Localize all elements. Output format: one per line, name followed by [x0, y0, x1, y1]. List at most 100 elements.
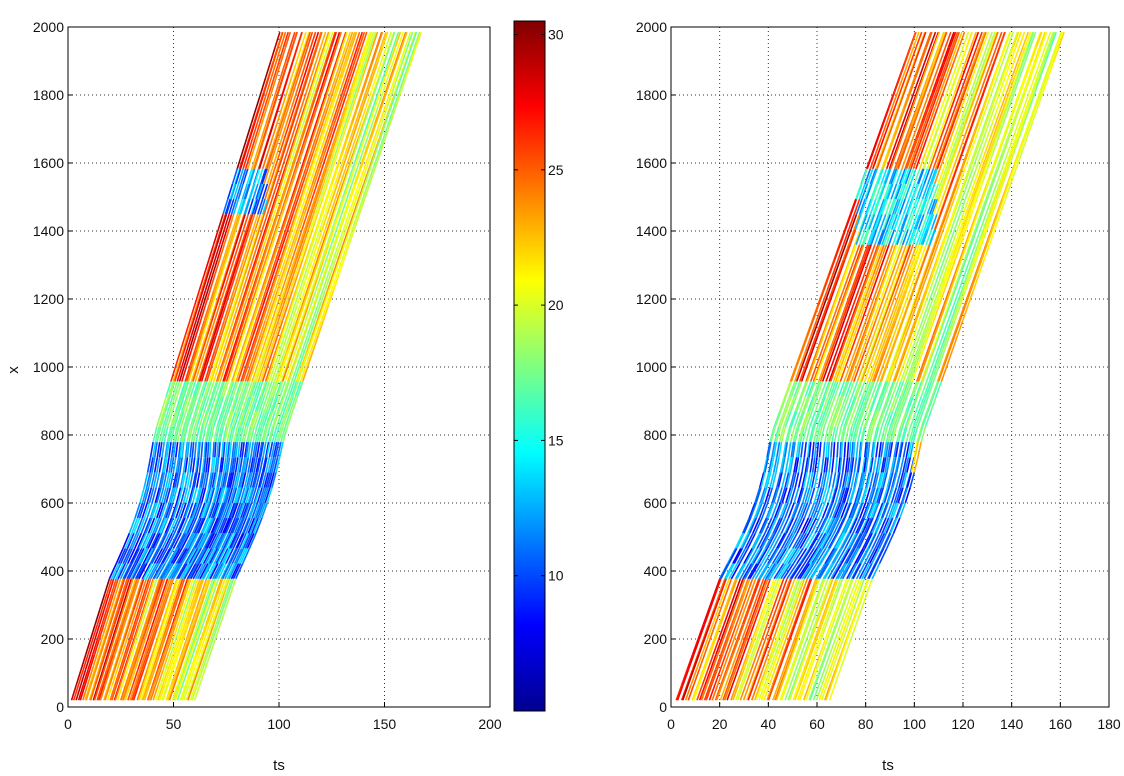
left-trajectory-19-seg-22	[213, 365, 220, 382]
left-trajectory-38-seg-5	[169, 624, 177, 640]
right-trajectory-14-seg-9	[754, 563, 766, 580]
right-trajectory-2-seg-33	[853, 198, 861, 215]
left-trajectory-50-seg-28	[312, 274, 320, 291]
left-trajectory-57-seg-28	[328, 274, 336, 291]
right-trajectory-6-seg-17	[782, 441, 787, 458]
left-trajectory-21-seg-37	[290, 138, 297, 154]
left-trajectory-9-seg-17	[170, 441, 175, 458]
left-trajectory-18-seg-44	[316, 31, 323, 48]
right-trajectory-17-seg-44	[951, 31, 959, 48]
left-trajectory-53-seg-42	[390, 62, 398, 78]
right-trajectory-28-seg-19	[844, 411, 852, 428]
right-trajectory-4-seg-37	[880, 138, 888, 154]
left-trajectory-5-seg-18	[163, 426, 169, 443]
right-trajectory-23-seg-1	[734, 684, 742, 701]
left-trajectory-42-seg-23	[269, 350, 277, 367]
right-trajectory-37-seg-36	[960, 153, 968, 170]
left-trajectory-1-seg-8	[106, 578, 113, 595]
left-trajectory-27-seg-42	[330, 62, 337, 78]
left-trajectory-11	[93, 31, 307, 701]
left-trajectory-12-seg-16	[175, 457, 180, 473]
right-trajectory-22-seg-18	[826, 426, 832, 443]
right-trajectory-26-seg-19	[840, 411, 848, 428]
left-trajectory-41-seg-3	[167, 654, 174, 671]
right-trajectory-8-seg-26	[831, 305, 839, 321]
left-trajectory-32-seg-30	[281, 244, 289, 261]
right-trajectory-11-seg-36	[894, 153, 902, 170]
left-trajectory-59-seg-1	[193, 684, 201, 701]
left-trajectory-53-seg-25	[303, 320, 311, 337]
right-trajectory-27-seg-29	[897, 259, 905, 276]
left-trajectory-27-seg-40	[320, 92, 327, 109]
left-trajectory-28-seg-9	[168, 563, 180, 580]
left-trajectory-23-seg-32	[271, 214, 278, 230]
left-trajectory-1-seg-22	[172, 365, 179, 382]
left-trajectory-45-seg-6	[190, 608, 198, 625]
left-trajectory-49-seg-36	[351, 153, 359, 170]
left-trajectory-40-seg-13	[224, 502, 232, 519]
left-trajectory-28-seg-41	[326, 77, 334, 94]
left-trajectory-30-seg-36	[306, 153, 314, 170]
right-trajectory-29-seg-27	[890, 289, 898, 306]
right-trajectory-14-seg-27	[852, 289, 860, 306]
left-trajectory-33-seg-42	[343, 62, 351, 78]
left-trajectory-10-seg-30	[230, 244, 237, 261]
right-trajectory-23-seg-3	[745, 654, 753, 671]
left-trajectory-59-seg-3	[204, 654, 211, 671]
right-trajectory-21-seg-11	[792, 532, 802, 549]
right-trajectory-5-seg-8	[725, 578, 733, 595]
left-trajectory-22-seg-37	[292, 138, 300, 154]
right-trajectory-15-seg-10	[767, 547, 778, 564]
left-trajectory-7-seg-8	[119, 578, 126, 595]
left-trajectory-12-seg-36	[264, 153, 272, 169]
right-trajectory-20-seg-43	[952, 47, 960, 63]
left-trajectory-57-seg-16	[271, 457, 277, 473]
right-trajectory-38-seg-11	[834, 532, 845, 549]
left-trajectory-51-seg-29	[320, 259, 328, 276]
right-trajectory-13-seg-17	[800, 441, 804, 458]
left-trajectory-5-seg-4	[96, 639, 103, 655]
right-trajectory-38-seg-24	[897, 335, 905, 352]
right-trajectory-36-seg-29	[918, 259, 926, 276]
left-trajectory-5-seg-8	[115, 578, 122, 595]
right-trajectory-1-seg-21	[785, 381, 793, 397]
left-x-axis-label: ts	[273, 757, 285, 774]
left-trajectory-34-seg-36	[316, 153, 324, 170]
right-trajectory-34-seg-6	[790, 608, 798, 625]
right-trajectory-36-seg-39	[972, 107, 980, 124]
right-trajectory-7-seg-2	[698, 669, 706, 686]
left-trajectory-22-seg-2	[121, 669, 129, 686]
right-trajectory-0-seg-4	[691, 639, 699, 655]
left-trajectory-16-seg-38	[283, 122, 291, 139]
right-trajectory-8	[696, 31, 937, 701]
right-trajectory-25-seg-3	[750, 654, 758, 671]
left-trajectory-52	[179, 31, 407, 701]
right-trajectory-32-seg-15	[846, 472, 851, 488]
right-trajectory-38-seg-19	[870, 411, 878, 428]
left-trajectory-30-seg-40	[326, 92, 334, 109]
right-trajectory-36-seg-37	[961, 138, 969, 154]
left-trajectory-35-seg-34	[308, 183, 316, 200]
left-trajectory-32-seg-17	[222, 442, 226, 458]
left-trajectory-23-seg-8	[154, 578, 161, 595]
left-trajectory-41-seg-16	[238, 457, 243, 473]
left-trajectory-4-seg-31	[221, 229, 228, 245]
left-trajectory-12-seg-35	[260, 168, 267, 185]
left-trajectory-45-seg-38	[351, 122, 359, 139]
right-trajectory-8-seg-18	[789, 426, 796, 443]
left-trajectory-10-seg-6	[116, 608, 123, 625]
right-trajectory-5-seg-10	[739, 547, 749, 564]
right-trajectory-17-seg-11	[780, 532, 791, 549]
left-trajectory-21-seg-40	[304, 92, 312, 109]
right-trajectory-4-seg-15	[769, 472, 775, 488]
left-trajectory-45-seg-37	[346, 138, 354, 154]
left-trajectory-42-seg-16	[241, 457, 246, 473]
left-trajectory-7-seg-2	[90, 669, 97, 686]
right-trajectory-21-seg-32	[897, 214, 905, 230]
left-trajectory-46-seg-18	[254, 426, 261, 443]
left-trajectory-28-seg-36	[301, 153, 309, 170]
right-trajectory-16-seg-18	[810, 426, 816, 443]
right-trajectory-30-seg-42	[975, 62, 983, 78]
right-trajectory-26-seg-27	[883, 289, 891, 306]
left-trajectory-45-seg-20	[261, 396, 268, 412]
